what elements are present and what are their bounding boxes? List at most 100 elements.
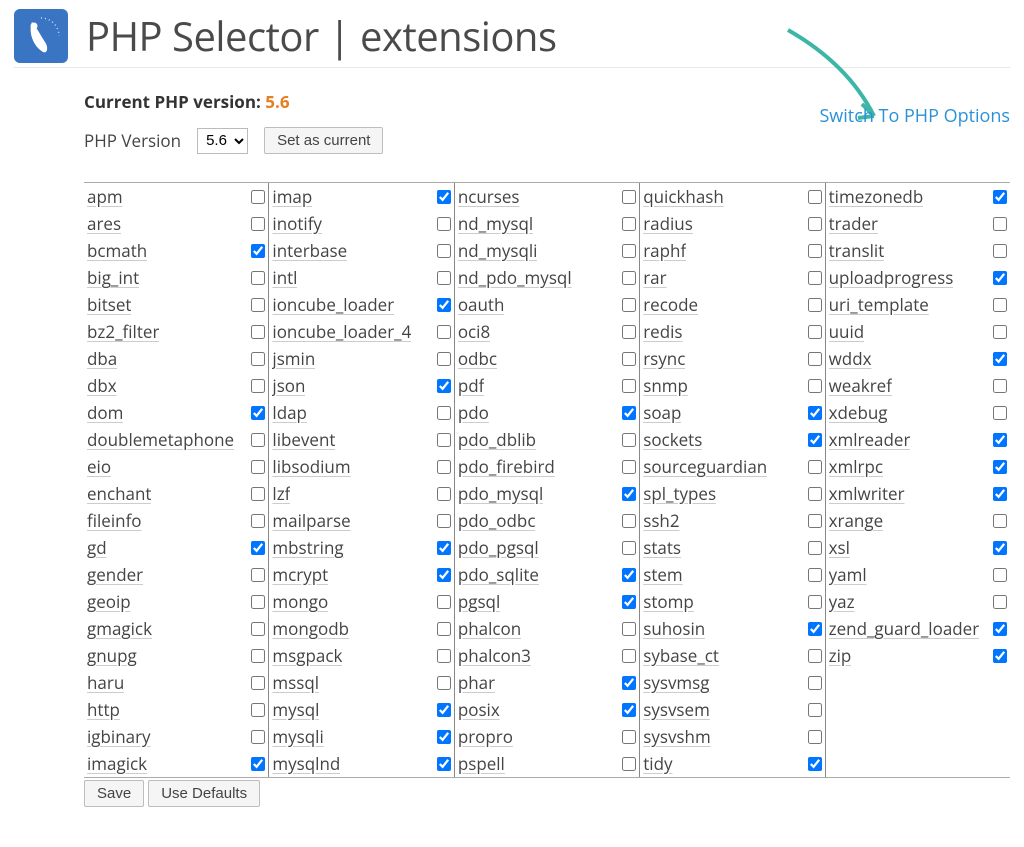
extension-checkbox[interactable] (437, 244, 451, 258)
extension-label[interactable]: zip (829, 644, 852, 667)
extension-checkbox[interactable] (808, 325, 822, 339)
extension-label[interactable]: nd_mysql (458, 212, 533, 235)
extension-label[interactable]: mssql (272, 671, 319, 694)
extension-label[interactable]: mysqlnd (272, 752, 340, 775)
extension-checkbox[interactable] (993, 541, 1007, 555)
extension-label[interactable]: pspell (458, 752, 505, 775)
extension-label[interactable]: sysvshm (643, 725, 710, 748)
extension-checkbox[interactable] (622, 244, 636, 258)
extension-label[interactable]: oauth (458, 293, 505, 316)
extension-label[interactable]: pdf (458, 374, 485, 397)
extension-label[interactable]: imagick (87, 752, 147, 775)
extension-label[interactable]: timezonedb (829, 185, 924, 208)
extension-label[interactable]: xsl (829, 536, 850, 559)
extension-checkbox[interactable] (251, 649, 265, 663)
extension-checkbox[interactable] (437, 325, 451, 339)
extension-checkbox[interactable] (251, 514, 265, 528)
extension-checkbox[interactable] (251, 622, 265, 636)
extension-checkbox[interactable] (251, 271, 265, 285)
extension-checkbox[interactable] (808, 190, 822, 204)
extension-label[interactable]: nd_pdo_mysql (458, 266, 572, 289)
extension-checkbox[interactable] (622, 379, 636, 393)
extension-label[interactable]: phalcon3 (458, 644, 531, 667)
extension-checkbox[interactable] (622, 433, 636, 447)
extension-label[interactable]: igbinary (87, 725, 151, 748)
extension-label[interactable]: inotify (272, 212, 322, 235)
extension-checkbox[interactable] (622, 487, 636, 501)
extension-label[interactable]: xdebug (829, 401, 888, 424)
extension-checkbox[interactable] (993, 622, 1007, 636)
extension-label[interactable]: geoip (87, 590, 131, 613)
extension-label[interactable]: tidy (643, 752, 672, 775)
extension-label[interactable]: ldap (272, 401, 307, 424)
extension-label[interactable]: gender (87, 563, 143, 586)
extension-checkbox[interactable] (622, 217, 636, 231)
extension-checkbox[interactable] (622, 352, 636, 366)
extension-checkbox[interactable] (808, 460, 822, 474)
extension-checkbox[interactable] (622, 622, 636, 636)
extension-checkbox[interactable] (437, 298, 451, 312)
switch-to-options-link[interactable]: Switch To PHP Options (819, 104, 1010, 128)
extension-label[interactable]: pdo_dblib (458, 428, 536, 451)
extension-label[interactable]: mysql (272, 698, 319, 721)
extension-label[interactable]: enchant (87, 482, 151, 505)
extension-checkbox[interactable] (808, 622, 822, 636)
extension-checkbox[interactable] (251, 352, 265, 366)
extension-label[interactable]: mbstring (272, 536, 343, 559)
extension-label[interactable]: propro (458, 725, 513, 748)
extension-label[interactable]: xmlreader (829, 428, 911, 451)
extension-label[interactable]: spl_types (643, 482, 716, 505)
extension-checkbox[interactable] (622, 325, 636, 339)
extension-checkbox[interactable] (808, 541, 822, 555)
extension-label[interactable]: dbx (87, 374, 117, 397)
extension-label[interactable]: yaml (829, 563, 867, 586)
extension-checkbox[interactable] (437, 217, 451, 231)
extension-label[interactable]: rar (643, 266, 666, 289)
extension-label[interactable]: stats (643, 536, 681, 559)
extension-label[interactable]: xmlwriter (829, 482, 905, 505)
extension-checkbox[interactable] (437, 460, 451, 474)
extension-label[interactable]: gd (87, 536, 107, 559)
extension-checkbox[interactable] (437, 649, 451, 663)
extension-checkbox[interactable] (993, 271, 1007, 285)
extension-label[interactable]: gnupg (87, 644, 137, 667)
extension-label[interactable]: libsodium (272, 455, 350, 478)
extension-label[interactable]: ioncube_loader (272, 293, 394, 316)
extension-checkbox[interactable] (437, 433, 451, 447)
extension-label[interactable]: posix (458, 698, 500, 721)
extension-checkbox[interactable] (251, 406, 265, 420)
extension-checkbox[interactable] (251, 298, 265, 312)
extension-label[interactable]: mongodb (272, 617, 349, 640)
extension-checkbox[interactable] (437, 622, 451, 636)
extension-checkbox[interactable] (622, 514, 636, 528)
extension-label[interactable]: big_int (87, 266, 139, 289)
extension-label[interactable]: mysqli (272, 725, 323, 748)
extension-label[interactable]: bcmath (87, 239, 147, 262)
extension-label[interactable]: weakref (829, 374, 892, 397)
extension-checkbox[interactable] (993, 649, 1007, 663)
extension-label[interactable]: pdo_pgsql (458, 536, 539, 559)
extension-checkbox[interactable] (808, 352, 822, 366)
extension-label[interactable]: ncurses (458, 185, 520, 208)
extension-checkbox[interactable] (437, 352, 451, 366)
extension-label[interactable]: imap (272, 185, 312, 208)
extension-label[interactable]: json (272, 374, 305, 397)
extension-checkbox[interactable] (437, 541, 451, 555)
extension-checkbox[interactable] (622, 703, 636, 717)
extension-checkbox[interactable] (993, 487, 1007, 501)
extension-checkbox[interactable] (437, 514, 451, 528)
extension-label[interactable]: gmagick (87, 617, 152, 640)
extension-label[interactable]: sysvmsg (643, 671, 709, 694)
use-defaults-button[interactable]: Use Defaults (148, 780, 260, 807)
extension-label[interactable]: pdo_mysql (458, 482, 544, 505)
extension-checkbox[interactable] (993, 298, 1007, 312)
extension-checkbox[interactable] (251, 757, 265, 771)
extension-checkbox[interactable] (808, 676, 822, 690)
extension-label[interactable]: pdo_odbc (458, 509, 536, 532)
extension-label[interactable]: soap (643, 401, 681, 424)
extension-checkbox[interactable] (808, 406, 822, 420)
extension-label[interactable]: doublemetaphone (87, 428, 234, 451)
extension-label[interactable]: pdo_sqlite (458, 563, 539, 586)
extension-checkbox[interactable] (437, 676, 451, 690)
extension-checkbox[interactable] (251, 676, 265, 690)
